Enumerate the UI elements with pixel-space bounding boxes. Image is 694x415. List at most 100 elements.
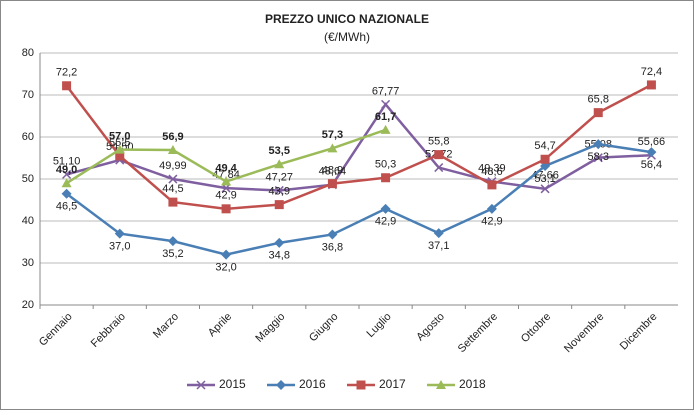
data-label: 42,9 [481,216,502,228]
data-label: 49,99 [159,160,187,172]
data-label: 42,9 [215,190,236,202]
marker [381,99,391,109]
legend-label: 2018 [459,377,486,391]
y-tick-label: 80 [22,47,34,59]
marker [327,179,337,189]
data-label: 49,0 [56,164,77,176]
data-label: 50,3 [375,159,396,171]
data-label: 48,9 [322,165,343,177]
data-label: 72,4 [641,66,662,78]
marker [221,204,231,214]
data-label: 34,8 [269,250,290,262]
data-label: 35,2 [162,248,183,260]
marker [646,80,656,90]
marker [168,174,178,184]
marker [274,237,285,248]
marker [115,151,125,161]
data-label: 57,3 [322,129,343,141]
marker [593,108,603,118]
data-label: 61,7 [375,111,396,123]
data-label: 51,10 [53,155,81,167]
data-label: 55,66 [638,136,666,148]
data-label: 44,5 [162,183,183,195]
data-label: 58,3 [588,151,609,163]
marker [487,180,497,190]
y-tick-label: 30 [22,257,34,269]
marker [486,203,497,214]
data-label: 43,9 [269,186,290,198]
data-label: 47,27 [265,171,293,183]
data-label: 46,5 [56,201,77,213]
marker [167,236,178,247]
marker [434,163,444,173]
data-label: 53,5 [269,145,290,157]
marker [62,81,72,91]
data-label: 65,8 [588,94,609,106]
marker [381,173,391,183]
data-label: 48,64 [319,166,347,178]
legend-marker [196,380,206,390]
marker [274,200,284,210]
marker [434,150,444,160]
legend-label: 2016 [299,377,326,391]
marker [61,178,72,188]
y-tick-label: 50 [22,173,34,185]
data-label: 56,9 [162,131,183,143]
marker [114,228,125,239]
marker [114,144,125,154]
marker [646,147,657,158]
series-line [65,83,652,211]
y-tick-label: 20 [22,299,34,311]
marker [62,169,72,179]
data-label: 32,0 [215,262,236,274]
marker [593,139,604,150]
data-label: 72,2 [56,67,77,79]
legend-symbol [436,380,446,389]
legend-marker [436,380,446,389]
data-label: 42,9 [375,216,396,228]
y-tick-label: 40 [22,215,34,227]
marker [540,154,550,164]
legend-symbol [356,380,366,390]
data-label: 54,7 [534,140,555,152]
marker [221,176,232,186]
y-tick-label: 70 [22,89,34,101]
marker [327,229,338,240]
marker [380,124,391,134]
marker [433,228,444,239]
legend-label: 2015 [219,377,246,391]
data-label: 49,39 [478,162,506,174]
data-label: 55,5 [109,137,130,149]
marker [274,185,284,195]
data-label: 53,1 [534,173,555,185]
marker [61,188,72,199]
y-tick-label: 60 [22,131,34,143]
marker [327,143,338,153]
chart-subtitle: (€/MWh) [324,30,370,44]
data-label: 37,1 [428,240,449,252]
marker [593,153,603,163]
data-label: 55,8 [428,136,449,148]
data-label: 56,4 [641,159,662,171]
marker [167,145,178,155]
data-label: 57,0 [109,131,130,143]
legend-label: 2017 [379,377,406,391]
data-label: 48,6 [481,166,502,178]
series-line [66,102,652,192]
marker [221,249,232,260]
data-label: 67,77 [372,85,400,97]
marker [380,203,391,214]
legend-symbol [276,380,286,390]
marker [168,197,178,207]
marker [274,159,285,169]
chart-title: PREZZO UNICO NAZIONALE [265,12,429,26]
series-line [65,142,652,256]
marker [540,184,550,194]
legend-marker [276,380,286,390]
legend-marker [356,380,366,390]
data-label: 36,8 [322,241,343,253]
legend-symbol [196,380,206,390]
data-label: 49,4 [215,162,237,174]
